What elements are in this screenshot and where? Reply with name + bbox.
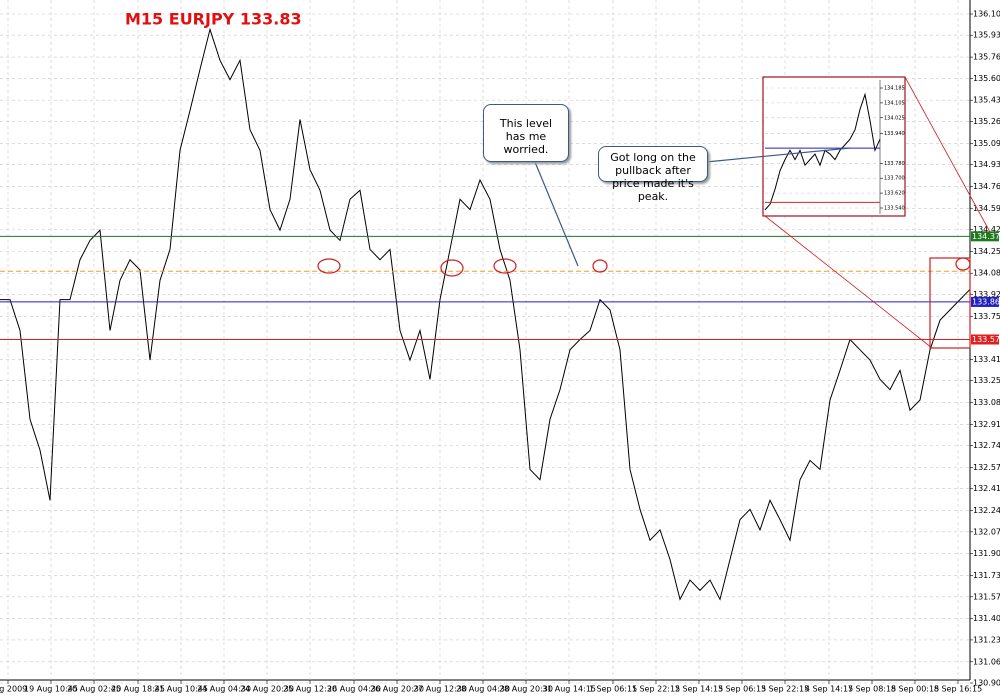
- tail: [534, 161, 579, 267]
- x-tick-label: 4 Sep 14:15: [805, 685, 853, 694]
- y-tick-label: 134.930: [973, 160, 1000, 169]
- x-tick-label: 24 Aug 20:30: [240, 685, 294, 694]
- circle: [493, 258, 517, 274]
- x-tick-label: 20 Aug 02:45: [67, 685, 121, 694]
- y-tick-label: 135.265: [973, 117, 1000, 126]
- tail: [705, 147, 851, 163]
- x-tick-label: 7 Sep 08:15: [848, 685, 896, 694]
- y-tick-label: 133.415: [973, 355, 1000, 364]
- y-tick-label: 135.765: [973, 53, 1000, 62]
- y-tick-label: 132.410: [973, 484, 1000, 493]
- y-tick-label: 133.540: [884, 206, 905, 212]
- zoom-box: [929, 257, 971, 349]
- x-tick-label: 8 Sep 00:15: [891, 685, 939, 694]
- x-tick-label: 2 Sep 14:15: [675, 685, 723, 694]
- y-tick-label: 133.750: [973, 312, 1000, 321]
- y-tick-label: 134.425: [973, 225, 1000, 234]
- y-tick-label: 132.745: [973, 441, 1000, 450]
- y-tick-label: 133.700: [884, 176, 905, 182]
- y-tick-label: 135.935: [973, 31, 1000, 40]
- level-tag: [971, 334, 999, 345]
- connector: [904, 76, 991, 233]
- y-tick-label: 131.735: [973, 571, 1000, 580]
- y-tick-label: 133.080: [973, 398, 1000, 407]
- x-tick-label: 1 Sep 22:15: [632, 685, 680, 694]
- y-tick-label: 134.085: [973, 269, 1000, 278]
- level-tag: [971, 231, 999, 242]
- y-tick-label: 134.760: [973, 182, 1000, 191]
- x-tick-label: 19 Aug 10:45: [24, 685, 78, 694]
- x-tick-label: 28 Aug 20:30: [499, 685, 553, 694]
- price-line: [0, 27, 971, 601]
- y-tick-label: 133.940: [884, 131, 905, 137]
- y-tick-label: 130.900: [973, 679, 1000, 688]
- y-tick-label: 134.255: [973, 247, 1000, 256]
- y-tick-label: 132.575: [973, 463, 1000, 472]
- circle: [440, 259, 464, 277]
- y-tick-label: 131.400: [973, 614, 1000, 623]
- y-tick-label: 133.780: [884, 161, 905, 167]
- y-tick-label: 131.235: [973, 635, 1000, 644]
- annotation-marks: [317, 76, 991, 349]
- y-tick-label: 135.430: [973, 96, 1000, 105]
- y-tick-label: 133.250: [973, 376, 1000, 385]
- level-label: 134.372: [972, 232, 1000, 241]
- x-tick-label: Aug 2009: [0, 685, 27, 694]
- x-tick-label: 20 Aug 18:45: [111, 685, 165, 694]
- callout: This level has me worried.: [483, 104, 569, 162]
- inset-frame: [762, 76, 906, 217]
- y-tick-label: 136.100: [973, 10, 1000, 19]
- y-tick-label: 131.570: [973, 592, 1000, 601]
- y-tick-label: 131.905: [973, 549, 1000, 558]
- axis-panel: [970, 0, 1000, 697]
- level-tag: [971, 296, 999, 307]
- y-tick-label: 132.240: [973, 506, 1000, 515]
- price-line: [764, 92, 881, 211]
- y-tick-label: 132.075: [973, 527, 1000, 536]
- y-tick-label: 135.600: [973, 74, 1000, 83]
- x-tick-label: 3 Sep 06:15: [718, 685, 766, 694]
- y-tick-label: 134.590: [973, 204, 1000, 213]
- callout: Got long on the pullback after price mad…: [598, 146, 708, 203]
- level-label: 133.862: [972, 297, 1000, 306]
- circle: [592, 259, 608, 273]
- callout-tails: [534, 147, 851, 267]
- y-tick-label: 132.910: [973, 420, 1000, 429]
- y-tick-label: 135.095: [973, 139, 1000, 148]
- inset-background: [764, 78, 904, 215]
- x-tick-label: 28 Aug 04:30: [456, 685, 510, 694]
- x-tick-label: 26 Aug 04:30: [327, 685, 381, 694]
- y-tick-label: 133.920: [973, 290, 1000, 299]
- circle: [317, 258, 341, 274]
- chart-title: M15 EURJPY 133.83: [125, 10, 302, 29]
- x-tick-label: 3 Sep 22:15: [761, 685, 809, 694]
- y-tick-label: 134.105: [884, 100, 905, 106]
- x-tick-label: 21 Aug 10:45: [154, 685, 208, 694]
- x-tick-label: 26 Aug 20:30: [370, 685, 424, 694]
- y-tick-label: 134.025: [884, 115, 905, 121]
- connector: [764, 215, 933, 349]
- x-tick-label: 8 Sep 16:15: [934, 685, 982, 694]
- x-tick-label: 24 Aug 04:30: [197, 685, 251, 694]
- x-tick-label: 31 Aug 14:15: [542, 685, 596, 694]
- y-tick-label: 133.620: [884, 191, 905, 197]
- y-tick-label: 134.185: [884, 86, 905, 92]
- level-label: 133.570: [972, 335, 1000, 344]
- x-tick-label: 25 Aug 12:30: [283, 685, 337, 694]
- y-tick-label: 131.065: [973, 657, 1000, 666]
- x-tick-label: 27 Aug 12:30: [413, 685, 467, 694]
- x-tick-label: 1 Sep 06:15: [589, 685, 637, 694]
